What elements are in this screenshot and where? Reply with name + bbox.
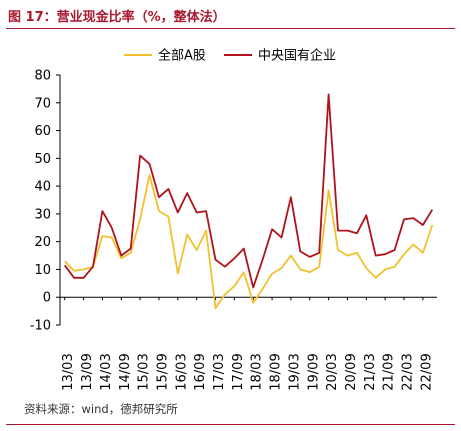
- axes: -10 0 10 20 30 40 50 60 70 80 13/03 13/09 14/03 14/09…: [30, 69, 437, 391]
- legend-label-2: 中央国有企业: [258, 48, 336, 64]
- x-tick-label: 16/09: [193, 353, 208, 390]
- x-tick-label: 19/09: [306, 353, 321, 390]
- x-tick-label: 18/09: [269, 353, 284, 390]
- x-tick-label: 17/03: [212, 353, 227, 390]
- y-tick-label: 70: [34, 96, 51, 111]
- series-line-2: [63, 93, 434, 289]
- x-tick-label: 20/09: [344, 353, 359, 390]
- bottom-divider: [6, 424, 455, 425]
- x-tick-label: 15/09: [155, 353, 170, 390]
- y-tick-label: 0: [43, 291, 51, 306]
- x-tick-label: 14/09: [118, 353, 133, 390]
- y-tick-label: 80: [34, 69, 51, 84]
- y-tick-label: -10: [30, 319, 51, 334]
- x-tick-label: 22/09: [419, 353, 434, 390]
- x-tick-label: 18/03: [250, 353, 265, 390]
- title-divider: [6, 28, 455, 29]
- y-tick-label: 30: [34, 207, 51, 222]
- x-tick-label: 17/09: [231, 353, 246, 390]
- line-chart: 全部A股 中央国有企业 -10 0 10 20 30 40 50 60 70 80 13/03 13/0…: [30, 48, 437, 391]
- y-tick-label: 60: [34, 124, 51, 139]
- y-tick-label: 40: [34, 180, 51, 195]
- legend-label-1: 全部A股: [158, 48, 206, 64]
- y-tick-label: 20: [34, 235, 51, 250]
- x-tick-label: 21/09: [382, 353, 397, 390]
- series-line-1: [64, 174, 434, 310]
- x-tick-label: 14/03: [99, 353, 114, 390]
- legend: 全部A股 中央国有企业: [124, 48, 336, 64]
- x-tick-label: 13/03: [61, 353, 76, 390]
- series-lines: [63, 93, 434, 310]
- x-tick-label: 13/09: [80, 353, 95, 390]
- chart-title: 图 17：营业现金比率（%，整体法）: [8, 10, 226, 25]
- x-tick-label: 21/03: [363, 353, 378, 390]
- x-tick-label: 16/03: [174, 353, 189, 390]
- x-tick-label: 19/03: [287, 353, 302, 390]
- y-tick-label: 10: [34, 263, 51, 278]
- x-tick-label: 15/03: [137, 353, 152, 390]
- x-tick-label: 22/03: [401, 353, 416, 390]
- x-tick-label: 20/03: [325, 353, 340, 390]
- y-tick-label: 50: [34, 152, 51, 167]
- source-note: 资料来源：wind，德邦研究所: [24, 402, 178, 416]
